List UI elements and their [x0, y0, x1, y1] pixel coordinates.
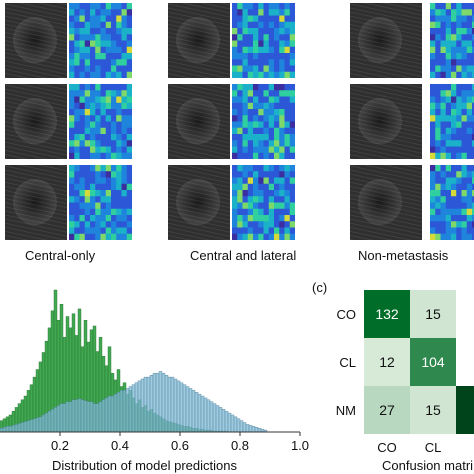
- matrix-col-label: CL: [425, 440, 442, 455]
- matrix-col-label: CO: [377, 440, 397, 455]
- matrix-cell: [364, 386, 410, 434]
- attention-heatmap: [69, 3, 133, 79]
- x-tick-label: 0.4: [111, 438, 129, 453]
- matrix-cell: [456, 386, 474, 434]
- matrix-cell-value: 27: [379, 402, 395, 418]
- x-tick-label: 0.6: [171, 438, 189, 453]
- group-caption-central-only: Central-only: [25, 248, 96, 263]
- group-caption-central-lateral: Central and lateral: [190, 248, 297, 263]
- attention-heatmap: [232, 84, 296, 160]
- ultrasound-image: [350, 84, 422, 159]
- attention-heatmap: [69, 165, 133, 241]
- matrix-cell: [364, 290, 410, 338]
- attention-heatmap: [430, 165, 474, 241]
- attention-heatmap: [232, 165, 296, 241]
- ultrasound-image: [168, 165, 230, 240]
- group-caption-non-metastasis: Non-metastasis: [358, 248, 449, 263]
- x-tick-label: 1.0: [291, 438, 309, 453]
- ultrasound-image: [5, 165, 67, 240]
- matrix-cell-value: 15: [425, 306, 441, 322]
- matrix-row-label: CO: [337, 307, 357, 322]
- ultrasound-image: [5, 84, 67, 159]
- ultrasound-image: [350, 3, 422, 78]
- attention-heatmap: [430, 84, 474, 160]
- x-axis-label: Distribution of model predictions: [52, 458, 237, 473]
- panel-label-c: (c): [312, 280, 328, 295]
- matrix-cell: [410, 338, 456, 386]
- confusion-matrix-title: Confusion matri: [382, 458, 473, 473]
- matrix-cell: [410, 290, 456, 338]
- matrix-cell-value: 15: [425, 402, 441, 418]
- matrix-cell-value: 104: [421, 354, 445, 370]
- matrix-cell-value: 12: [379, 354, 395, 370]
- x-tick-label: 0.2: [51, 438, 69, 453]
- ultrasound-image: [5, 3, 67, 78]
- matrix-row-label: NM: [336, 403, 356, 418]
- x-tick-label: 0.8: [231, 438, 249, 453]
- attention-heatmap: [69, 84, 133, 160]
- ultrasound-image: [168, 3, 230, 78]
- attention-heatmap: [232, 3, 296, 79]
- matrix-row-label: CL: [339, 355, 356, 370]
- ultrasound-image: [350, 165, 422, 240]
- matrix-cell: [364, 338, 410, 386]
- matrix-cell-value: 132: [375, 306, 399, 322]
- matrix-cell: [410, 386, 456, 434]
- ultrasound-image: [168, 84, 230, 159]
- attention-heatmap: [430, 3, 474, 79]
